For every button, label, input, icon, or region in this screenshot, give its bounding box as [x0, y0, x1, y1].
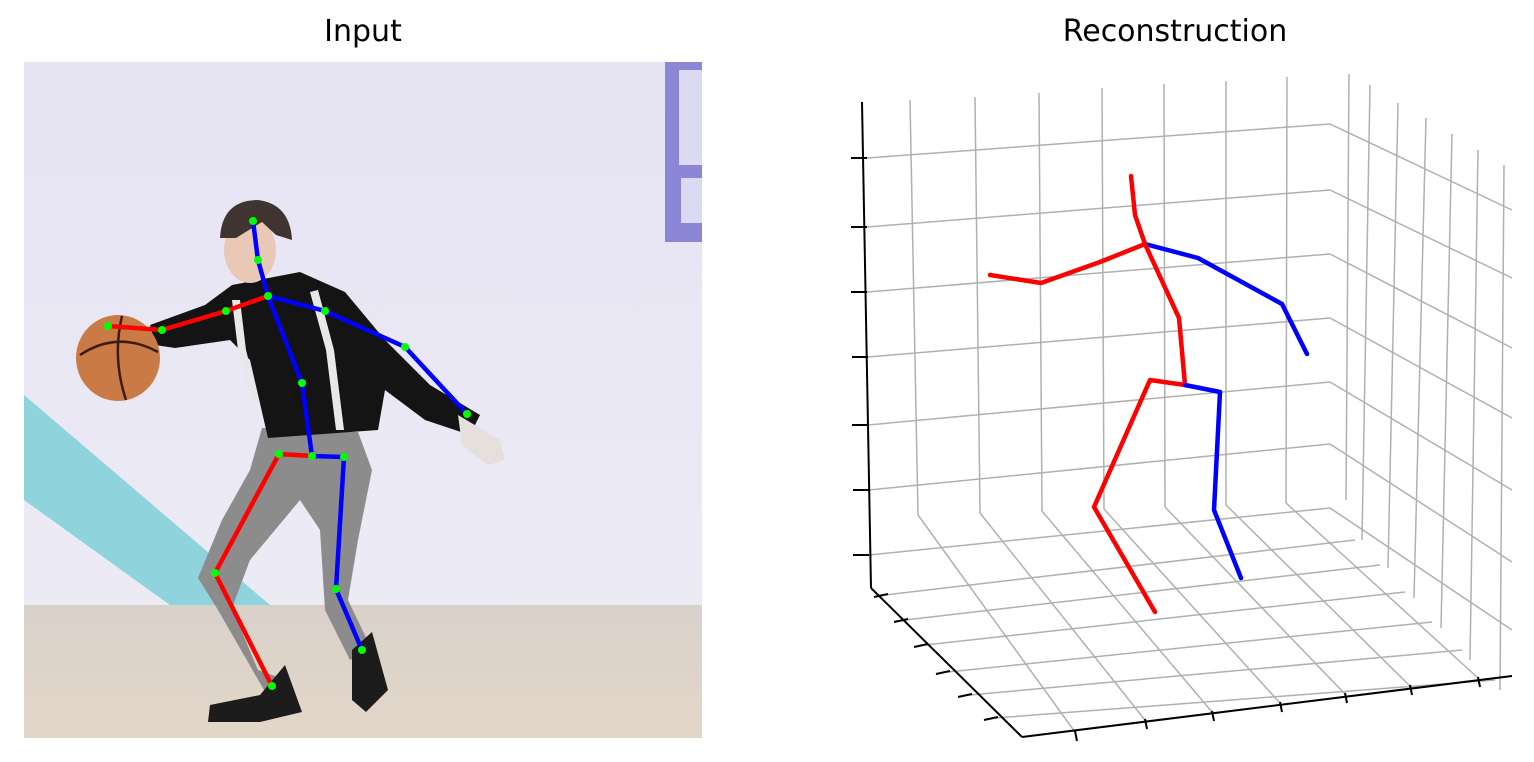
grid-3d [866, 73, 1513, 733]
joint-right-wrist [104, 322, 112, 330]
joint-left-shoulder [321, 307, 329, 315]
bone-3d-head-neck [1128, 173, 1148, 247]
bone-3d-spine [1142, 241, 1188, 388]
cyan-stripe [24, 395, 270, 605]
bone-2d-left-leg [309, 453, 365, 653]
background-scene [24, 62, 702, 738]
bone-3d-left-arm [1142, 241, 1310, 357]
joint-right-ankle [268, 682, 276, 690]
joint-right-elbow [158, 326, 166, 334]
bone-3d-left-leg [1182, 382, 1244, 581]
joint-nose [254, 256, 262, 264]
basketball-icon [76, 315, 160, 401]
bone-2d-left-arm [265, 293, 470, 417]
axes-3d [851, 101, 1513, 742]
joint-right-knee [211, 569, 219, 577]
person-silhouette-icon [150, 200, 505, 722]
skeleton-2d [105, 218, 470, 689]
joints-2d [104, 217, 471, 690]
joint-left-hip [340, 453, 348, 461]
joint-right-shoulder [222, 307, 230, 315]
joint-left-wrist [463, 410, 471, 418]
bone-3d-right-arm [987, 241, 1148, 286]
joint-neck [264, 292, 272, 300]
input-panel-title: Input [324, 14, 402, 49]
reconstruction-panel-title: Reconstruction [1062, 14, 1288, 49]
joint-left-elbow [401, 343, 409, 351]
bone-2d-right-leg [212, 451, 315, 689]
joint-right-hip [275, 450, 283, 458]
joint-left-ankle [358, 646, 366, 654]
skeleton-3d [987, 173, 1310, 615]
joint-head [249, 217, 257, 225]
bone-2d-right-arm [105, 293, 271, 333]
joint-pelvis [308, 452, 316, 460]
input-image-panel [24, 62, 702, 738]
joint-left-knee [332, 585, 340, 593]
bone-3d-right-leg [1091, 377, 1188, 615]
joint-spine [298, 379, 306, 387]
